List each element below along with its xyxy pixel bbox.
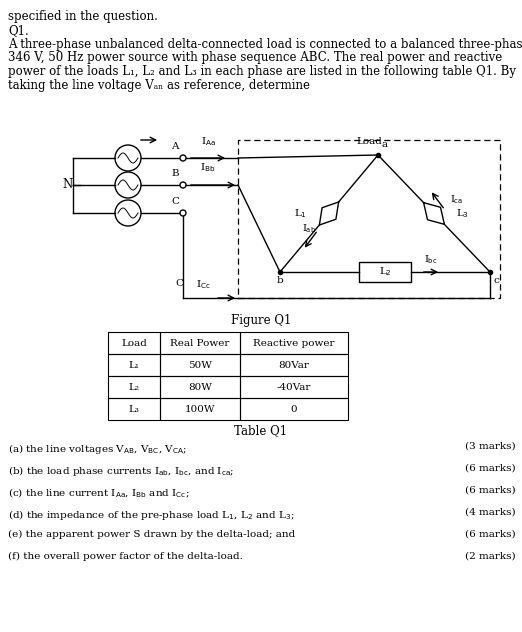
Bar [240, 376, 348, 398]
Text: Load: Load [356, 137, 382, 146]
Text: (a) the line voltages V$_{\rm AB}$, V$_{\rm BC}$, V$_{\rm CA}$;: (a) the line voltages V$_{\rm AB}$, V$_{… [8, 442, 187, 456]
Text: L₂: L₂ [128, 382, 139, 391]
Circle shape [180, 155, 186, 161]
Text: B: B [171, 169, 179, 178]
Bar [240, 398, 348, 420]
Text: I$_{\rm Aa}$: I$_{\rm Aa}$ [200, 135, 216, 148]
Text: power of the loads L₁, L₂ and L₃ in each phase are listed in the following table: power of the loads L₁, L₂ and L₃ in each… [8, 65, 516, 78]
Text: Real Power: Real Power [170, 339, 230, 348]
Text: L$_3$: L$_3$ [456, 207, 469, 220]
Text: I$_{\rm Cc}$: I$_{\rm Cc}$ [196, 278, 211, 291]
Circle shape [180, 210, 186, 216]
Text: L₁: L₁ [128, 360, 139, 370]
Bar [108, 398, 160, 420]
Text: (e) the apparent power S drawn by the delta-load; and: (e) the apparent power S drawn by the de… [8, 530, 295, 539]
Text: 346 V, 50 Hz power source with phase sequence ABC. The real power and reactive: 346 V, 50 Hz power source with phase seq… [8, 51, 502, 64]
Bar [240, 354, 348, 376]
Text: Reactive power: Reactive power [253, 339, 335, 348]
Bar [108, 332, 160, 354]
Text: (6 marks): (6 marks) [466, 530, 516, 539]
Text: L$_2$: L$_2$ [378, 265, 392, 279]
Text: c: c [494, 276, 500, 285]
Text: specified in the question.: specified in the question. [8, 10, 158, 23]
Text: (6 marks): (6 marks) [466, 464, 516, 473]
Text: A: A [172, 142, 179, 151]
Text: 80Var: 80Var [279, 360, 310, 370]
Text: N: N [63, 178, 73, 191]
Bar [160, 332, 240, 354]
Bar [160, 354, 240, 376]
Bar [240, 332, 348, 354]
Text: (6 marks): (6 marks) [466, 486, 516, 495]
Text: Figure Q1: Figure Q1 [231, 314, 291, 327]
Text: (2 marks): (2 marks) [466, 552, 516, 561]
Text: -40Var: -40Var [277, 382, 311, 391]
Text: (c) the line current I$_{\rm Aa}$, I$_{\rm Bb}$ and I$_{\rm Cc}$;: (c) the line current I$_{\rm Aa}$, I$_{\… [8, 486, 189, 500]
Text: C: C [175, 279, 183, 288]
Text: (f) the overall power factor of the delta-load.: (f) the overall power factor of the delt… [8, 552, 243, 561]
Text: I$_{\rm ca}$: I$_{\rm ca}$ [450, 193, 463, 207]
Bar [160, 398, 240, 420]
Text: Load: Load [121, 339, 147, 348]
Text: I$_{\rm bc}$: I$_{\rm bc}$ [424, 253, 438, 266]
Text: Table Q1: Table Q1 [234, 424, 288, 437]
Bar [359, 262, 411, 282]
Bar [108, 354, 160, 376]
Text: 0: 0 [291, 404, 298, 413]
Text: C: C [171, 197, 179, 206]
Text: b: b [277, 276, 283, 285]
Text: 80W: 80W [188, 382, 212, 391]
Text: 50W: 50W [188, 360, 212, 370]
Text: L$_1$: L$_1$ [294, 207, 307, 220]
Text: a: a [382, 140, 388, 149]
Text: (d) the impedance of the pre-phase load L$_1$, L$_2$ and L$_3$;: (d) the impedance of the pre-phase load … [8, 508, 295, 522]
Bar [160, 376, 240, 398]
Text: (3 marks): (3 marks) [466, 442, 516, 451]
Text: I$_{\rm Bb}$: I$_{\rm Bb}$ [200, 161, 216, 174]
Text: (4 marks): (4 marks) [466, 508, 516, 517]
Bar [238, 140, 500, 298]
Text: L₃: L₃ [128, 404, 139, 413]
Text: Q1.: Q1. [8, 24, 29, 37]
Text: A three-phase unbalanced delta-connected load is connected to a balanced three-p: A three-phase unbalanced delta-connected… [8, 38, 522, 51]
Text: (b) the load phase currents I$_{\rm ab}$, I$_{\rm bc}$, and I$_{\rm ca}$;: (b) the load phase currents I$_{\rm ab}$… [8, 464, 234, 478]
Text: 100W: 100W [185, 404, 215, 413]
Bar [108, 376, 160, 398]
Text: taking the line voltage Vₐₙ as reference, determine: taking the line voltage Vₐₙ as reference… [8, 78, 310, 92]
Text: I$_{\rm ab}$: I$_{\rm ab}$ [302, 222, 316, 235]
Circle shape [180, 182, 186, 188]
